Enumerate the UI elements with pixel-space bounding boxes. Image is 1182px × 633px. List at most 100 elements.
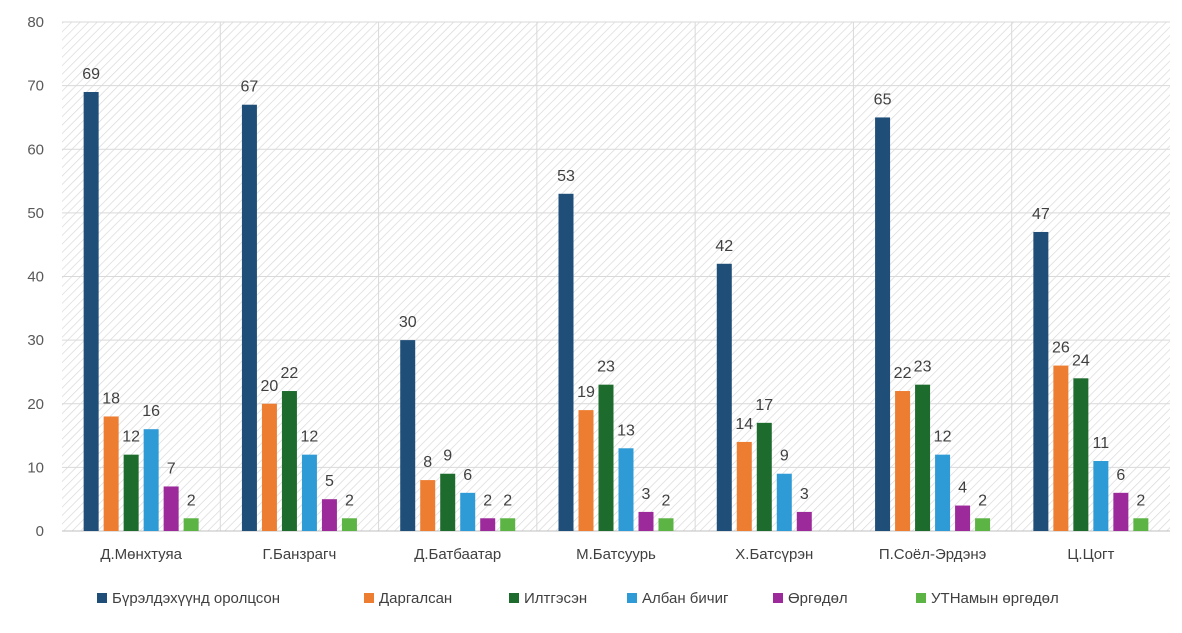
data-label: 24 xyxy=(1072,352,1090,369)
bar xyxy=(83,91,99,532)
data-label: 13 xyxy=(617,422,635,439)
legend-item: Албан бичиг xyxy=(627,590,729,607)
bar xyxy=(1093,461,1109,531)
data-label: 22 xyxy=(281,365,299,382)
bar xyxy=(756,422,772,531)
y-tick-label: 60 xyxy=(27,141,44,158)
bar xyxy=(281,391,297,531)
data-label: 2 xyxy=(662,492,671,509)
bar xyxy=(638,511,654,531)
data-label: 3 xyxy=(642,486,651,503)
data-label: 26 xyxy=(1052,340,1070,357)
data-label: 5 xyxy=(325,473,334,490)
data-label: 12 xyxy=(934,429,952,446)
bar xyxy=(500,518,516,531)
data-label: 9 xyxy=(443,448,452,465)
x-tick-label: Ц.Цогт xyxy=(1067,546,1114,563)
legend-item: Бүрэлдэхүүнд оролцсон xyxy=(97,590,280,607)
y-tick-label: 40 xyxy=(27,269,44,286)
data-label: 16 xyxy=(142,403,160,420)
bar xyxy=(955,505,971,531)
x-tick-label: М.Батсуурь xyxy=(576,546,656,563)
data-label: 2 xyxy=(483,492,492,509)
data-label: 11 xyxy=(1093,435,1110,452)
bar xyxy=(658,518,674,531)
y-tick-label: 10 xyxy=(27,459,44,476)
legend-label: УТНамын өргөдөл xyxy=(931,590,1059,607)
bar xyxy=(915,384,931,531)
bar xyxy=(321,499,337,531)
data-label: 23 xyxy=(914,359,932,376)
data-label: 12 xyxy=(301,429,319,446)
y-tick-label: 0 xyxy=(36,523,44,540)
legend-label: Өргөдөл xyxy=(788,590,848,607)
data-label: 20 xyxy=(261,378,279,395)
legend-swatch xyxy=(627,593,637,603)
legend-item: УТНамын өргөдөл xyxy=(916,590,1059,607)
legend-item: Даргалсан xyxy=(364,590,452,607)
bar xyxy=(578,410,594,531)
y-tick-label: 50 xyxy=(27,205,44,222)
data-label: 65 xyxy=(874,91,892,108)
x-tick-label: Г.Банзрагч xyxy=(263,546,337,563)
bar xyxy=(400,340,416,531)
bar xyxy=(598,384,614,531)
data-label: 7 xyxy=(167,460,176,477)
data-label: 2 xyxy=(345,492,354,509)
data-label: 14 xyxy=(735,416,753,433)
legend-swatch xyxy=(509,593,519,603)
data-label: 6 xyxy=(463,467,472,484)
legend-item: Өргөдөл xyxy=(773,590,848,607)
y-tick-label: 20 xyxy=(27,396,44,413)
bar xyxy=(618,448,634,531)
axes: 0 10 20 30 40 50 60 70 80 Д.Мөнхтуяа Г.Банзрагч Д.Б… xyxy=(27,14,1170,563)
data-label: 53 xyxy=(557,168,575,185)
bar xyxy=(1053,365,1069,531)
bar xyxy=(261,403,277,531)
bar xyxy=(935,454,951,531)
bar xyxy=(341,518,357,531)
y-tick-label: 70 xyxy=(27,78,44,95)
data-label: 2 xyxy=(503,492,512,509)
bar xyxy=(776,473,792,531)
bar xyxy=(163,486,179,531)
data-label: 18 xyxy=(102,390,120,407)
data-label: 2 xyxy=(1136,492,1145,509)
legend-swatch xyxy=(364,593,374,603)
legend-label: Даргалсан xyxy=(379,590,452,607)
legend-swatch xyxy=(916,593,926,603)
bar xyxy=(895,391,911,531)
data-label: 69 xyxy=(82,66,100,83)
bars xyxy=(83,91,1149,532)
y-tick-label: 30 xyxy=(27,332,44,349)
legend-item: Илтгэсэн xyxy=(509,590,587,607)
bar xyxy=(241,104,257,532)
x-tick-label: Д.Батбаатар xyxy=(414,546,501,563)
bar xyxy=(123,454,139,531)
data-label: 9 xyxy=(780,448,789,465)
legend-swatch xyxy=(773,593,783,603)
data-label: 8 xyxy=(423,454,432,471)
data-label: 12 xyxy=(122,429,140,446)
data-label: 4 xyxy=(958,480,967,497)
bar xyxy=(103,416,119,531)
data-label: 30 xyxy=(399,314,417,331)
bar xyxy=(1033,231,1049,531)
legend-swatch xyxy=(97,593,107,603)
legend: Бүрэлдэхүүнд оролцсон Даргалсан Илтгэсэн Ал… xyxy=(97,590,1059,607)
data-label: 22 xyxy=(894,365,912,382)
data-label: 3 xyxy=(800,486,809,503)
x-tick-label: Д.Мөнхтуяа xyxy=(100,546,182,563)
bar xyxy=(440,473,456,531)
data-label: 6 xyxy=(1116,467,1125,484)
bar xyxy=(143,429,159,531)
data-label: 17 xyxy=(755,397,773,414)
data-label: 19 xyxy=(577,384,595,401)
bar xyxy=(301,454,317,531)
bar xyxy=(183,518,199,531)
data-label: 67 xyxy=(241,79,259,96)
bar xyxy=(716,263,732,531)
